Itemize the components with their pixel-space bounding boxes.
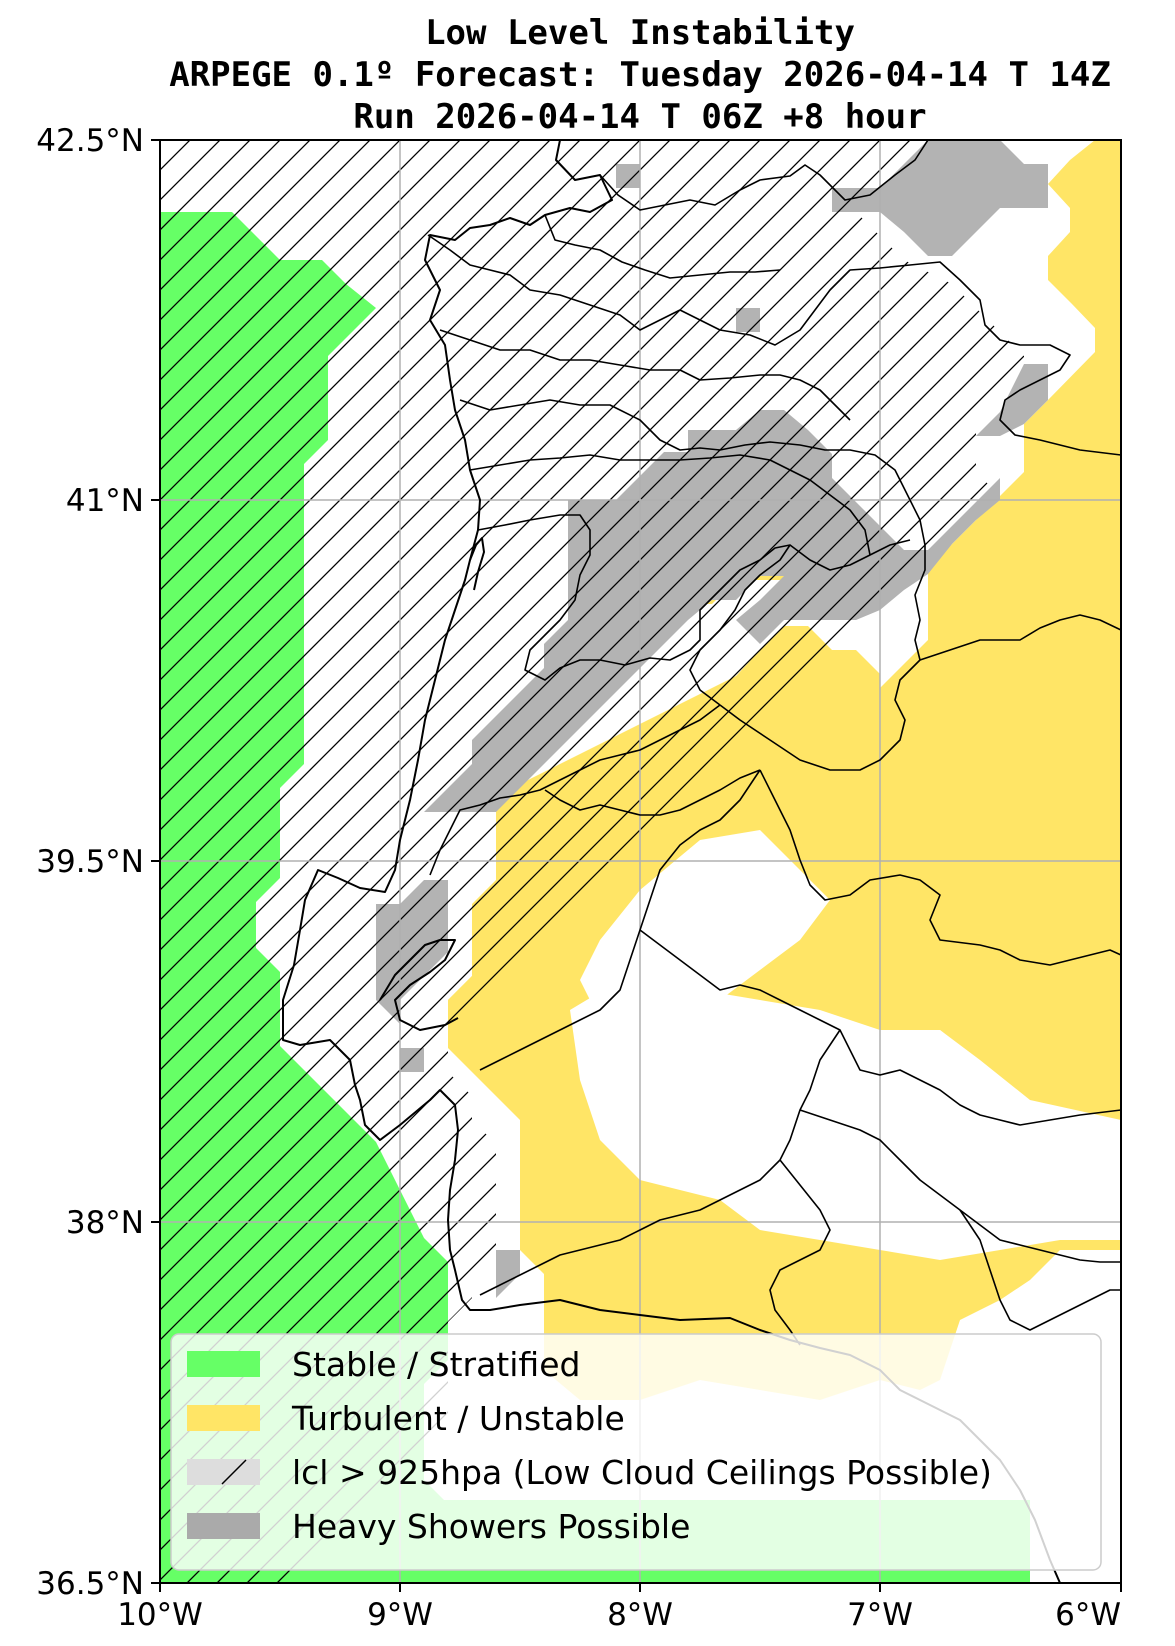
tick-marks — [151, 139, 1122, 1592]
legend-label-showers: Heavy Showers Possible — [292, 1507, 690, 1546]
legend-box — [170, 1333, 1102, 1571]
lon-tick-label: 8°W — [607, 1597, 673, 1633]
lat-tick-label: 38°N — [66, 1205, 144, 1241]
neutral-region-3 — [880, 1030, 1050, 1124]
neutral-region-2 — [570, 980, 1121, 1260]
legend-swatch-showers — [187, 1513, 260, 1539]
lat-tick-label: 39.5°N — [36, 844, 144, 880]
lat-tick-label: 41°N — [66, 483, 144, 519]
lon-tick-label: 7°W — [847, 1597, 913, 1633]
lat-tick-label: 42.5°N — [36, 123, 144, 159]
lon-tick-label: 6°W — [1055, 1597, 1121, 1633]
legend-label-stable: Stable / Stratified — [292, 1345, 580, 1384]
legend-swatch-hatch — [187, 1459, 260, 1485]
legend-label-hatch: lcl > 925hpa (Low Cloud Ceilings Possibl… — [292, 1453, 992, 1492]
coastline — [282, 140, 1061, 1583]
title-line-1: Low Level Instability — [425, 13, 855, 53]
lat-tick-label: 36.5°N — [36, 1566, 144, 1602]
legend: Stable / Stratified Turbulent / Unstable… — [170, 1333, 1102, 1571]
borders — [427, 140, 1121, 1346]
legend-swatch-stable — [187, 1351, 260, 1377]
aveiro-lagoon — [469, 537, 485, 591]
legend-swatch-turbulent — [187, 1405, 260, 1431]
estuary-coast — [379, 939, 459, 1031]
legend-label-turbulent: Turbulent / Unstable — [291, 1399, 625, 1438]
lon-tick-label: 10°W — [117, 1597, 203, 1633]
title-line-2: ARPEGE 0.1º Forecast: Tuesday 2026-04-14… — [169, 55, 1111, 95]
lon-tick-label: 9°W — [367, 1597, 433, 1633]
title-line-3: Run 2026-04-14 T 06Z +8 hour — [353, 97, 926, 137]
